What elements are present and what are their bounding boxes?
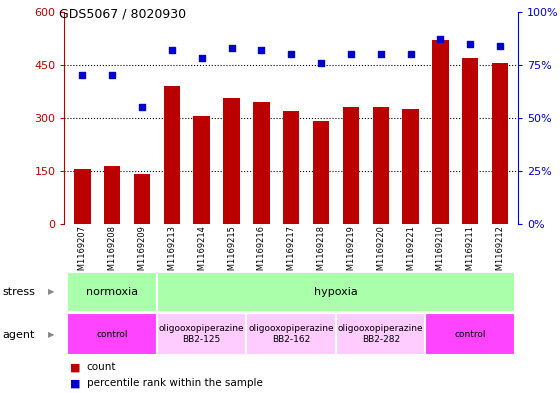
Text: GSM1169219: GSM1169219 (347, 225, 356, 281)
Bar (67, 272, 157, 312)
Point (436, 36, 445, 42)
Bar (74, 169, 91, 224)
Bar (372, 107, 389, 224)
Point (287, 51, 296, 57)
Text: hypoxia: hypoxia (314, 287, 358, 297)
Text: GSM1169216: GSM1169216 (257, 225, 266, 281)
Text: GSM1169207: GSM1169207 (78, 225, 87, 281)
Text: stress: stress (3, 286, 36, 297)
Point (406, 51, 415, 57)
Text: ■: ■ (70, 378, 81, 388)
Bar (157, 272, 515, 312)
Point (78, 72, 87, 79)
Bar (492, 63, 508, 224)
Text: ▶: ▶ (48, 287, 55, 296)
Text: GSM1169215: GSM1169215 (227, 225, 236, 281)
Point (227, 45, 236, 51)
Text: oligooxopiperazine
BB2-125: oligooxopiperazine BB2-125 (159, 324, 245, 344)
Point (108, 72, 116, 79)
Point (257, 47, 266, 53)
Text: GSM1169209: GSM1169209 (138, 225, 147, 281)
Bar (426, 313, 515, 355)
Text: normoxia: normoxia (86, 287, 138, 297)
Text: GSM1169221: GSM1169221 (406, 225, 415, 281)
Bar (253, 102, 269, 224)
Bar (157, 313, 246, 355)
Text: GSM1169208: GSM1169208 (108, 225, 116, 281)
Bar (193, 116, 210, 224)
Text: oligooxopiperazine
BB2-282: oligooxopiperazine BB2-282 (338, 324, 423, 344)
Bar (403, 109, 419, 224)
Text: percentile rank within the sample: percentile rank within the sample (87, 378, 263, 388)
Text: count: count (87, 362, 116, 373)
Text: GSM1169214: GSM1169214 (197, 225, 206, 281)
Text: ▶: ▶ (48, 331, 55, 339)
Point (167, 47, 176, 53)
Text: ■: ■ (70, 362, 81, 373)
Bar (462, 58, 478, 224)
Bar (283, 111, 300, 224)
Bar (313, 121, 329, 224)
Bar (336, 313, 426, 355)
Text: control: control (455, 330, 486, 338)
Bar (67, 313, 157, 355)
Bar (134, 174, 150, 224)
Point (496, 42, 505, 49)
Bar (223, 98, 240, 224)
Text: oligooxopiperazine
BB2-162: oligooxopiperazine BB2-162 (249, 324, 334, 344)
Text: GSM1169220: GSM1169220 (376, 225, 385, 281)
Text: agent: agent (3, 330, 35, 340)
Bar (432, 40, 449, 224)
Text: GDS5067 / 8020930: GDS5067 / 8020930 (59, 8, 186, 21)
Point (347, 51, 356, 57)
Text: GSM1169210: GSM1169210 (436, 225, 445, 281)
Text: GSM1169211: GSM1169211 (466, 225, 475, 281)
Point (316, 60, 325, 66)
Text: GSM1169213: GSM1169213 (167, 225, 176, 281)
Bar (104, 165, 120, 224)
Text: GSM1169218: GSM1169218 (316, 225, 325, 281)
Text: GSM1169212: GSM1169212 (496, 225, 505, 281)
Point (466, 40, 475, 47)
Bar (246, 313, 336, 355)
Point (376, 51, 385, 57)
Bar (343, 107, 359, 224)
Point (197, 55, 206, 62)
Text: GSM1169217: GSM1169217 (287, 225, 296, 281)
Text: control: control (96, 330, 128, 338)
Bar (164, 86, 180, 224)
Point (138, 104, 147, 110)
